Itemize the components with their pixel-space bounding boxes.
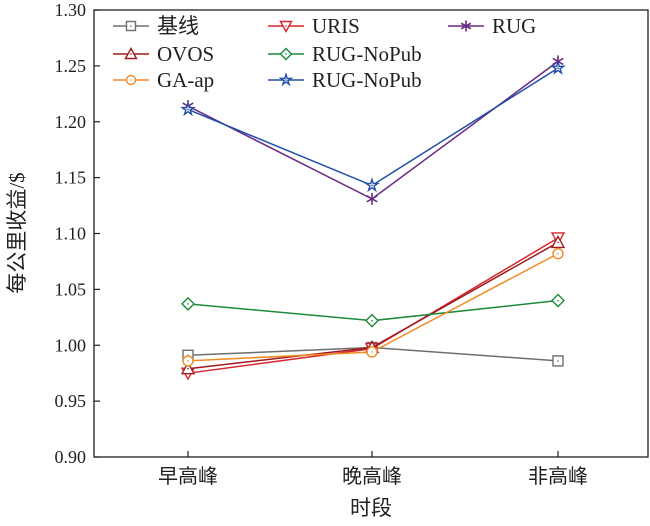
y-tick-label: 1.30 — [55, 0, 87, 20]
y-tick-label: 1.25 — [55, 56, 87, 76]
legend-item: OVOS — [113, 42, 214, 66]
legend-label: RUG-NoPub — [312, 42, 422, 66]
legend-label: RUG-NoPub — [312, 68, 422, 92]
legend-item: RUG-NoPub — [268, 42, 422, 66]
legend-item: GA-ap — [113, 68, 214, 92]
marker-center-dot — [557, 67, 559, 69]
marker-center-dot — [371, 184, 373, 187]
marker-center-dot — [187, 108, 189, 111]
x-tick-label: 早高峰 — [158, 465, 218, 488]
marker-center-dot — [187, 367, 189, 370]
legend-label: URIS — [312, 14, 360, 38]
marker-asterisk — [366, 192, 378, 205]
marker-center-dot — [557, 252, 559, 255]
marker-center-dot — [130, 25, 132, 27]
marker-center-dot — [371, 319, 373, 322]
legend-item: RUG — [448, 14, 536, 38]
y-tick-label: 1.15 — [55, 168, 87, 188]
y-tick-label: 0.90 — [55, 447, 87, 467]
marker-center-dot — [285, 25, 287, 27]
series-6 — [180, 59, 566, 193]
legend-label: GA-ap — [157, 68, 214, 92]
marker-center-dot — [557, 241, 559, 244]
legend-label: 基线 — [157, 14, 199, 38]
legend-label: OVOS — [157, 42, 214, 66]
y-tick-label: 1.00 — [55, 335, 87, 355]
series-4 — [181, 293, 565, 328]
y-axis-label: 每公里收益/$ — [5, 172, 29, 293]
marker-center-dot — [187, 360, 189, 362]
legend-item: RUG-NoPub — [268, 68, 422, 92]
marker-center-dot — [371, 351, 373, 353]
x-tick-label: 晚高峰 — [342, 465, 402, 488]
legend-label: RUG — [492, 14, 536, 38]
marker-center-dot — [285, 79, 287, 81]
legend-item: 基线 — [113, 14, 199, 38]
y-tick-label: 1.05 — [55, 279, 87, 299]
y-tick-label: 1.10 — [55, 224, 87, 244]
y-tick-label: 1.20 — [55, 112, 87, 132]
x-tick-label: 非高峰 — [528, 465, 588, 488]
x-axis-label: 时段 — [350, 496, 392, 520]
marker-center-dot — [130, 79, 132, 81]
legend-item: URIS — [268, 14, 360, 38]
marker-center-dot — [187, 303, 189, 305]
y-tick-label: 0.95 — [55, 391, 87, 411]
asterisk-stroke — [460, 22, 472, 30]
marker-center-dot — [557, 299, 559, 302]
asterisk-stroke — [366, 195, 378, 203]
marker-asterisk — [460, 20, 472, 32]
marker-center-dot — [130, 53, 132, 55]
marker-center-dot — [285, 53, 287, 55]
marker-center-dot — [557, 360, 559, 362]
series-5 — [182, 247, 564, 367]
